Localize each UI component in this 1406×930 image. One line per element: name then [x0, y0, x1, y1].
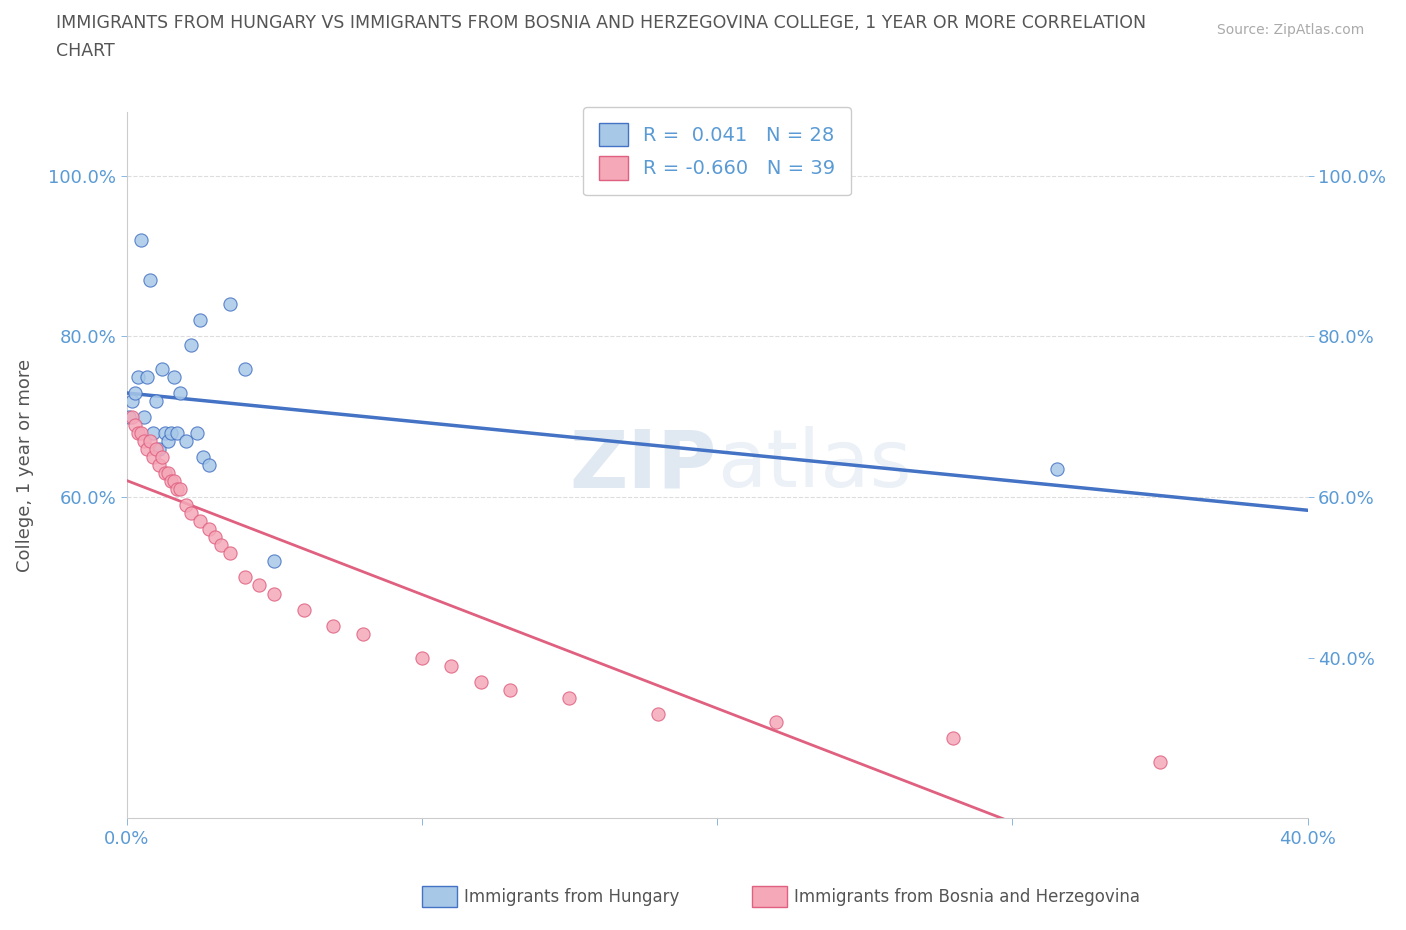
Point: [204, 530, 226, 545]
Point: [188, 513, 212, 528]
Point: [198, 522, 221, 537]
Point: [166, 425, 188, 440]
Point: [129, 425, 153, 440]
Legend: R =  0.041   N = 28, R = -0.660   N = 39: R = 0.041 N = 28, R = -0.660 N = 39: [583, 107, 851, 195]
Text: IMMIGRANTS FROM HUNGARY VS IMMIGRANTS FROM BOSNIA AND HERZEGOVINA COLLEGE, 1 YEA: IMMIGRANTS FROM HUNGARY VS IMMIGRANTS FR…: [56, 14, 1146, 32]
Point: [352, 626, 374, 641]
Point: [153, 466, 176, 481]
Point: [124, 385, 146, 400]
Point: [292, 602, 315, 617]
Point: [153, 425, 176, 440]
Point: [150, 449, 173, 464]
Point: [121, 393, 143, 408]
Point: [470, 674, 492, 689]
Point: [765, 714, 787, 729]
Point: [118, 409, 141, 424]
Point: [156, 466, 179, 481]
Point: [193, 449, 215, 464]
Point: [180, 337, 202, 352]
Point: [160, 473, 183, 488]
Point: [139, 433, 162, 448]
Point: [136, 442, 159, 457]
Point: [411, 650, 433, 665]
Point: [148, 458, 170, 472]
Point: [142, 425, 165, 440]
Point: [558, 690, 581, 705]
Point: [127, 425, 149, 440]
Text: CHART: CHART: [56, 42, 115, 60]
Point: [129, 232, 153, 247]
Point: [1046, 461, 1069, 476]
Point: [174, 498, 197, 512]
Point: [148, 442, 170, 457]
Point: [219, 546, 242, 561]
Point: [121, 409, 143, 424]
Point: [440, 658, 463, 673]
Point: [145, 442, 167, 457]
Point: [166, 482, 188, 497]
Point: [156, 433, 179, 448]
Text: Immigrants from Bosnia and Herzegovina: Immigrants from Bosnia and Herzegovina: [794, 887, 1140, 906]
Point: [180, 506, 202, 521]
Point: [127, 369, 149, 384]
Text: ZIP: ZIP: [569, 426, 717, 504]
Point: [209, 538, 232, 552]
Point: [174, 433, 197, 448]
Point: [124, 418, 146, 432]
Point: [139, 272, 162, 287]
Point: [322, 618, 344, 633]
Point: [233, 361, 256, 376]
Point: [169, 482, 191, 497]
Point: [198, 458, 221, 472]
Point: [142, 449, 165, 464]
Point: [136, 369, 159, 384]
Point: [145, 393, 167, 408]
Point: [249, 578, 271, 593]
Point: [647, 707, 669, 722]
Text: Immigrants from Hungary: Immigrants from Hungary: [464, 887, 679, 906]
Point: [169, 385, 191, 400]
Point: [219, 297, 242, 312]
Text: Source: ZipAtlas.com: Source: ZipAtlas.com: [1216, 23, 1364, 37]
Point: [233, 570, 256, 585]
Point: [942, 731, 965, 746]
Point: [163, 473, 186, 488]
Point: [188, 313, 212, 328]
Point: [499, 683, 522, 698]
Y-axis label: College, 1 year or more: College, 1 year or more: [17, 358, 34, 572]
Point: [134, 409, 156, 424]
Point: [186, 425, 208, 440]
Point: [163, 369, 186, 384]
Point: [263, 586, 285, 601]
Point: [160, 425, 183, 440]
Point: [1149, 755, 1171, 770]
Point: [134, 433, 156, 448]
Text: atlas: atlas: [717, 426, 911, 504]
Point: [150, 361, 173, 376]
Point: [263, 554, 285, 569]
